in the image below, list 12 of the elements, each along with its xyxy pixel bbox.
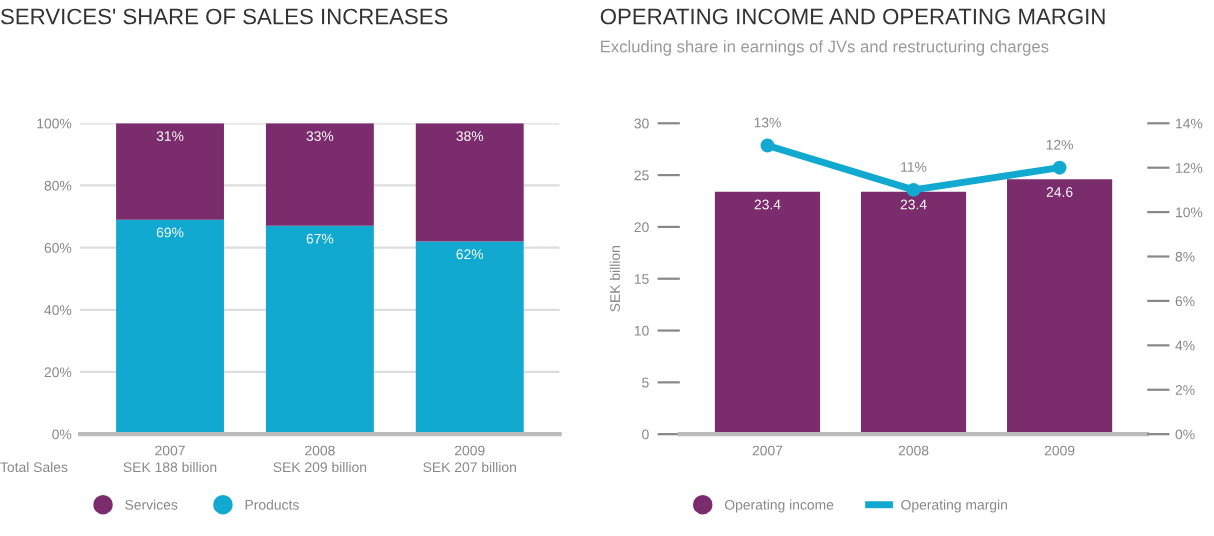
bar (116, 219, 224, 435)
point (1052, 160, 1067, 175)
point (760, 138, 775, 153)
bar (415, 123, 524, 242)
chart-subtitle: Excluding share in earnings of JVs and restructuring charges (601, 40, 1049, 56)
bar (116, 123, 224, 220)
bar (265, 123, 374, 226)
chart-title: OPERATING INCOME AND OPERATING MARGIN (600, 8, 1105, 25)
point (906, 182, 921, 197)
bar (265, 225, 374, 435)
bar (415, 241, 524, 435)
chart-title: SERVICES' SHARE OF SALES INCREASES (1, 8, 448, 25)
